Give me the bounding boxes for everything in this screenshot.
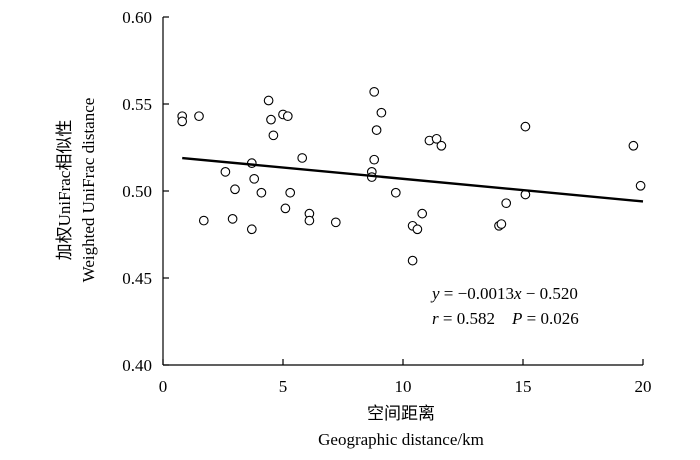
data-point bbox=[246, 224, 257, 235]
data-point bbox=[266, 114, 276, 125]
data-point bbox=[263, 95, 274, 106]
data-point bbox=[227, 213, 238, 224]
x-tick-label: 10 bbox=[395, 377, 412, 396]
data-point bbox=[369, 154, 380, 165]
data-point bbox=[436, 140, 447, 151]
stat-r: r bbox=[432, 309, 439, 328]
x-axis-label-en: Geographic distance/km bbox=[318, 430, 484, 449]
data-point bbox=[280, 203, 291, 214]
x-tick-label: 5 bbox=[279, 377, 288, 396]
x-axis-label-cn: 空间距离 bbox=[367, 404, 435, 423]
data-point bbox=[496, 219, 507, 229]
stat-r-value: = 0.582 bbox=[439, 309, 512, 328]
data-point bbox=[628, 140, 639, 151]
y-tick-label: 0.45 bbox=[122, 269, 152, 288]
eq-x: x bbox=[513, 284, 522, 303]
data-point bbox=[390, 187, 401, 198]
data-point bbox=[330, 217, 341, 228]
regression-line bbox=[182, 156, 644, 203]
regression-equation: y = −0.0013x − 0.520 bbox=[430, 284, 578, 303]
data-point bbox=[520, 121, 531, 132]
data-point bbox=[417, 208, 428, 219]
data-point bbox=[282, 111, 293, 122]
data-point bbox=[256, 187, 267, 198]
data-point bbox=[268, 130, 279, 141]
data-point bbox=[371, 125, 382, 135]
data-point bbox=[177, 116, 188, 127]
data-point bbox=[297, 153, 308, 163]
data-point bbox=[635, 180, 646, 191]
data-point bbox=[198, 215, 209, 226]
data-point bbox=[369, 86, 380, 97]
data-point bbox=[376, 107, 387, 118]
data-point bbox=[220, 167, 231, 177]
data-point bbox=[501, 198, 512, 209]
regression-stats: r = 0.582 P = 0.026 bbox=[432, 309, 579, 328]
data-point bbox=[407, 255, 418, 266]
x-tick-label: 20 bbox=[635, 377, 652, 396]
y-tick-label: 0.60 bbox=[122, 8, 152, 27]
data-point bbox=[412, 224, 423, 235]
eq-intercept: − 0.520 bbox=[522, 284, 578, 303]
eq-slope: = −0.0013 bbox=[440, 284, 514, 303]
y-tick-label: 0.50 bbox=[122, 182, 152, 201]
x-tick-label: 15 bbox=[515, 377, 532, 396]
data-point bbox=[230, 184, 240, 195]
data-point bbox=[304, 215, 315, 226]
stat-p: P bbox=[511, 309, 522, 328]
x-tick-label: 0 bbox=[159, 377, 168, 396]
y-axis-label-cn: 加权UniFrac相似性 bbox=[55, 120, 74, 261]
stat-p-value: = 0.026 bbox=[522, 309, 578, 328]
y-axis-label-en: Weighted UniFrac distance bbox=[79, 98, 98, 283]
data-point bbox=[249, 173, 260, 184]
y-tick-label: 0.40 bbox=[122, 356, 152, 375]
eq-y: y bbox=[430, 284, 440, 303]
data-point bbox=[285, 187, 296, 198]
ticks: 0 5 10 15 20 0.40 0.45 0.50 0.55 0.60 bbox=[122, 8, 651, 396]
data-point bbox=[431, 133, 442, 144]
y-tick-label: 0.55 bbox=[122, 95, 152, 114]
fit-line-group bbox=[182, 156, 644, 203]
data-points bbox=[177, 86, 646, 266]
data-point bbox=[194, 111, 204, 122]
